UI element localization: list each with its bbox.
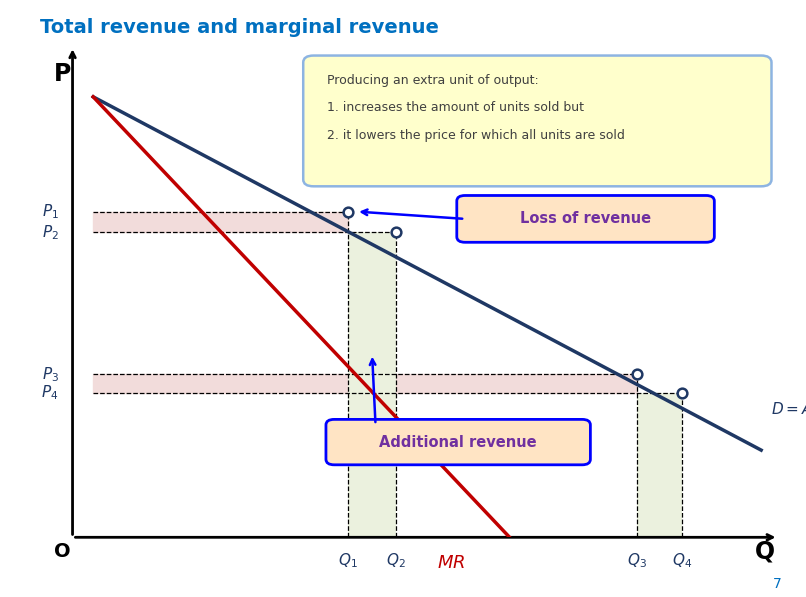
Text: $MR$: $MR$ <box>437 553 465 571</box>
Bar <box>638 393 682 537</box>
Text: $P_2$: $P_2$ <box>42 223 59 242</box>
Text: $Q_3$: $Q_3$ <box>627 551 647 570</box>
Text: 7: 7 <box>773 577 782 591</box>
Text: Loss of revenue: Loss of revenue <box>520 211 651 226</box>
Text: Q: Q <box>754 539 775 563</box>
Text: $Q_4$: $Q_4$ <box>672 551 692 570</box>
Text: Producing an extra unit of output:: Producing an extra unit of output: <box>327 74 539 87</box>
Text: $P_4$: $P_4$ <box>41 383 59 402</box>
FancyBboxPatch shape <box>326 419 590 465</box>
FancyBboxPatch shape <box>457 195 714 242</box>
FancyBboxPatch shape <box>303 56 771 186</box>
Text: $Q_1$: $Q_1$ <box>339 551 358 570</box>
Text: O: O <box>54 541 70 561</box>
Text: $Q_2$: $Q_2$ <box>386 551 406 570</box>
Text: 1. increases the amount of units sold but: 1. increases the amount of units sold bu… <box>327 101 584 115</box>
Text: $P_3$: $P_3$ <box>42 365 59 384</box>
Bar <box>348 232 397 537</box>
Text: Total revenue and marginal revenue: Total revenue and marginal revenue <box>40 18 439 37</box>
Text: Additional revenue: Additional revenue <box>380 435 537 450</box>
Text: 2. it lowers the price for which all units are sold: 2. it lowers the price for which all uni… <box>327 129 625 142</box>
Text: P: P <box>53 62 71 86</box>
Text: $D=AR$: $D=AR$ <box>771 401 806 417</box>
Text: $P_1$: $P_1$ <box>42 202 59 221</box>
